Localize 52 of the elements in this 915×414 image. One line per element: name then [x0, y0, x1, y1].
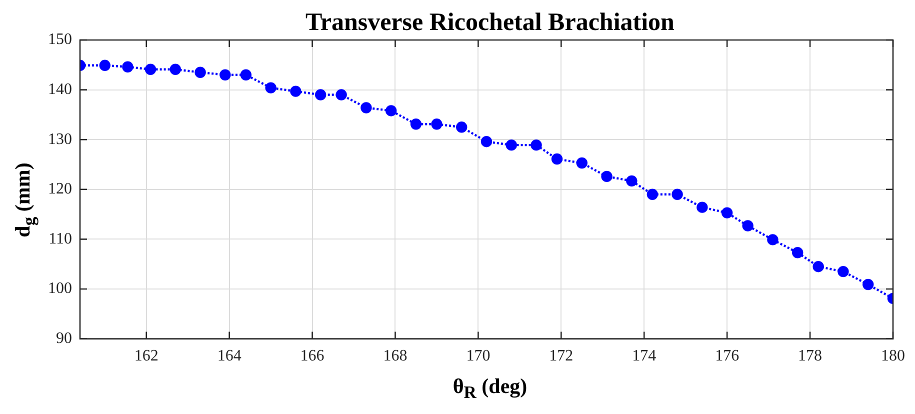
y-tick-label: 90: [56, 330, 72, 348]
chart-title: Transverse Ricochetal Brachiation: [304, 8, 676, 38]
point: [767, 234, 778, 246]
point: [742, 220, 754, 232]
point: [551, 153, 563, 165]
point: [99, 60, 110, 71]
point: [336, 89, 347, 100]
point: [410, 118, 422, 130]
point: [122, 61, 134, 72]
x-tick-label: 164: [217, 348, 242, 365]
y-tick-label: 100: [48, 280, 72, 298]
point: [601, 170, 612, 182]
point: [360, 102, 372, 114]
point: [626, 175, 638, 187]
point: [838, 266, 849, 278]
point: [646, 188, 658, 200]
x-tick-label: 174: [632, 348, 656, 365]
point: [314, 89, 326, 100]
point: [290, 86, 302, 97]
point: [144, 64, 156, 75]
point: [862, 278, 874, 290]
point: [812, 260, 824, 272]
point: [696, 202, 708, 213]
point: [530, 139, 542, 151]
point: [672, 188, 683, 200]
x-tick-label: 176: [715, 348, 740, 365]
point: [240, 69, 252, 80]
y-tick-label: 130: [48, 130, 72, 148]
point: [576, 157, 588, 169]
point: [194, 66, 206, 78]
y-tick-label: 140: [48, 81, 72, 98]
x-tick-label: 162: [134, 348, 158, 365]
x-tick-label: 166: [300, 348, 324, 365]
point: [431, 118, 442, 130]
y-tick-label: 150: [48, 31, 72, 48]
x-tick-label: 172: [549, 348, 574, 365]
point: [456, 122, 468, 133]
x-tick-label: 168: [383, 348, 408, 365]
x-axis-title: θ$_{R}$ (deg): [452, 374, 528, 404]
point: [506, 139, 517, 151]
x-tick-label: 170: [466, 348, 490, 365]
point: [721, 207, 733, 218]
point: [792, 247, 804, 258]
point: [220, 69, 231, 80]
x-tick-label: 180: [881, 348, 905, 365]
y-tick-label: 110: [48, 230, 72, 248]
y-tick-label: 120: [48, 180, 72, 198]
point: [480, 136, 492, 148]
point: [170, 64, 182, 75]
point: [265, 82, 276, 94]
x-tick-label: 178: [798, 348, 822, 365]
point: [385, 105, 397, 116]
